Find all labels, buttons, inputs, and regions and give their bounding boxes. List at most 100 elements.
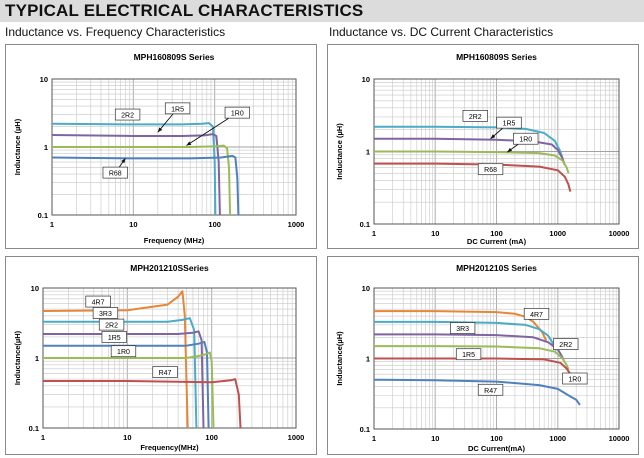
series-label-box [462,110,488,122]
series-line-3r3 [374,320,558,351]
page-title: TYPICAL ELECTRICAL CHARACTERISTICS [5,1,364,20]
series-label-box [224,106,250,119]
x-tick-label: 1 [50,220,54,229]
chart-panel-3: MPH201210SSeries 1 10 100 1000 0.1 1 10 Frequenc… [5,256,317,455]
series-label-box [523,307,550,320]
x-tick-label: 1 [372,434,376,443]
x-tick-label: 10 [129,220,137,229]
chart-title: MPH160809S Series [134,52,215,62]
annotation-arrowhead [186,141,192,146]
y-tick-label: 0.1 [29,424,39,433]
series-label-1r0: 1R0 [568,377,581,384]
series-line-2r2 [51,122,217,216]
series-line-1r0 [52,144,232,216]
y-axis-label: Inductance(µH) [13,330,22,385]
series-label-r47: R47 [484,388,497,395]
series-label-box [101,331,127,343]
x-tick-label: 10000 [609,434,630,443]
y-tick-label: 1 [35,354,39,363]
section-banner: TYPICAL ELECTRICAL CHARACTERISTICS [0,0,644,22]
chart-title: MPH201210SSeries [130,263,209,273]
y-tick-label: 0.1 [360,425,370,434]
series-label-box [85,295,111,308]
series-label-1r5: 1R5 [171,106,184,113]
series-line-r68 [51,154,240,216]
series-label-box [164,102,191,115]
chart-title: MPH160809S Series [456,52,537,62]
y-tick-label: 10 [362,75,370,84]
x-tick-label: 100 [208,220,221,229]
y-tick-label: 10 [40,75,48,84]
x-tick-label: 1000 [549,229,566,238]
series-label-box [449,322,476,334]
series-label-3r3: 3R3 [456,326,469,333]
y-axis-label: Inductance(µH) [335,331,344,386]
x-tick-label: 1000 [549,434,566,443]
y-axis-label: Inductance (µH) [13,118,22,175]
x-axis-label: Frequency(MHz) [140,443,199,452]
series-label-4r7: 4R7 [92,300,105,307]
series-label-1r0: 1R0 [231,111,244,118]
series-label-box [152,366,178,378]
x-tick-label: 1000 [288,433,305,442]
series-label-4r7: 4R7 [530,312,543,319]
series-label-1r0: 1R0 [117,349,130,356]
x-tick-label: 1 [372,229,376,238]
series-label-2r2: 2R2 [559,342,572,349]
x-tick-label: 10 [431,229,439,238]
x-tick-label: 10 [123,433,131,442]
series-label-r68: R68 [109,171,122,178]
x-axis-label: DC Current (mA) [467,237,527,246]
y-tick-label: 1 [44,143,48,152]
series-label-box [114,108,141,121]
series-label-box [562,372,588,385]
chart-title: MPH201210S Series [456,263,537,273]
series-label-box [455,348,482,361]
series-label-r68: R68 [484,167,497,174]
x-tick-label: 10 [431,434,439,443]
series-label-box [98,318,125,331]
series-label-box [477,163,504,176]
y-tick-label: 0.1 [360,220,370,229]
series-label-3r3: 3R3 [99,311,112,318]
y-tick-label: 10 [362,284,370,293]
series-label-r47: R47 [159,370,172,377]
series-line-r47 [43,378,242,429]
series-label-2r2: 2R2 [469,114,482,121]
y-tick-label: 10 [31,284,39,293]
x-axis-label: DC Current(mA) [468,444,526,453]
chart-panel-2: MPH160809S Series 1 10 100 1000 10000 0.1 1 10 DC… [327,44,639,249]
series-line-2r2 [374,125,564,159]
series-label-box [513,132,539,145]
series-label-box [477,383,504,396]
series-line-1r5 [374,137,566,166]
series-line-1r0 [374,150,570,174]
y-tick-label: 0.1 [38,211,48,220]
series-label-1r0: 1R0 [519,137,532,144]
y-tick-label: 1 [366,355,370,364]
chart-panel-1: MPH160809S Series 1 10 100 1000 0.1 1 10 Frequen… [5,44,317,249]
x-tick-label: 1000 [288,220,305,229]
subtitle-dc-current: Inductance vs. DC Current Characteristic… [329,25,554,39]
series-label-box [496,116,522,129]
series-line-r68 [374,162,572,192]
series-line-2r2 [374,333,565,361]
series-label-box [553,338,579,350]
series-line-r47 [373,378,581,406]
annotation-arrowhead [490,134,496,139]
series-label-1r5: 1R5 [462,352,475,359]
chart-panel-4: MPH201210S Series 1 10 100 1000 10000 0.1 1 10 DC… [327,256,639,455]
x-tick-label: 100 [205,433,218,442]
x-tick-label: 1 [41,433,45,442]
x-tick-label: 100 [490,229,503,238]
annotation-arrowhead [157,127,163,133]
y-axis-label: Inductance (µH) [335,123,344,180]
x-tick-label: 10000 [609,229,630,238]
series-label-box [110,345,137,358]
series-line-1r0 [43,351,215,429]
series-label-2r2: 2R2 [121,113,134,120]
